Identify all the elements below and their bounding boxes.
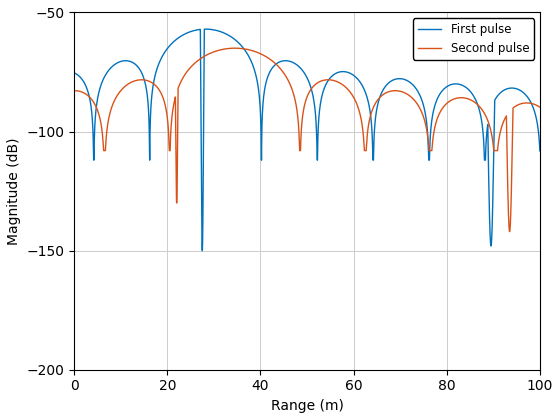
- Line: First pulse: First pulse: [74, 29, 540, 251]
- Legend: First pulse, Second pulse: First pulse, Second pulse: [413, 18, 534, 60]
- Line: Second pulse: Second pulse: [74, 48, 540, 231]
- First pulse: [90, 151, 97, 156]
- Second pulse: [162, 104, 169, 109]
- Second pulse: [512, 104, 519, 109]
- First pulse: [512, 86, 519, 91]
- Second pulse: [73, 88, 80, 93]
- Second pulse: [99, 129, 105, 134]
- First pulse: [73, 71, 80, 76]
- First pulse: [199, 248, 206, 253]
- Second pulse: [536, 105, 543, 110]
- Second pulse: [506, 229, 513, 234]
- First pulse: [202, 26, 209, 32]
- Second pulse: [298, 120, 305, 125]
- Second pulse: [71, 88, 78, 93]
- X-axis label: Range (m): Range (m): [270, 399, 343, 413]
- First pulse: [536, 148, 543, 153]
- First pulse: [162, 49, 169, 54]
- First pulse: [99, 79, 105, 84]
- First pulse: [71, 71, 78, 76]
- First pulse: [298, 67, 305, 72]
- Y-axis label: Magnitude (dB): Magnitude (dB): [7, 137, 21, 245]
- Second pulse: [231, 46, 238, 51]
- Second pulse: [90, 100, 97, 105]
